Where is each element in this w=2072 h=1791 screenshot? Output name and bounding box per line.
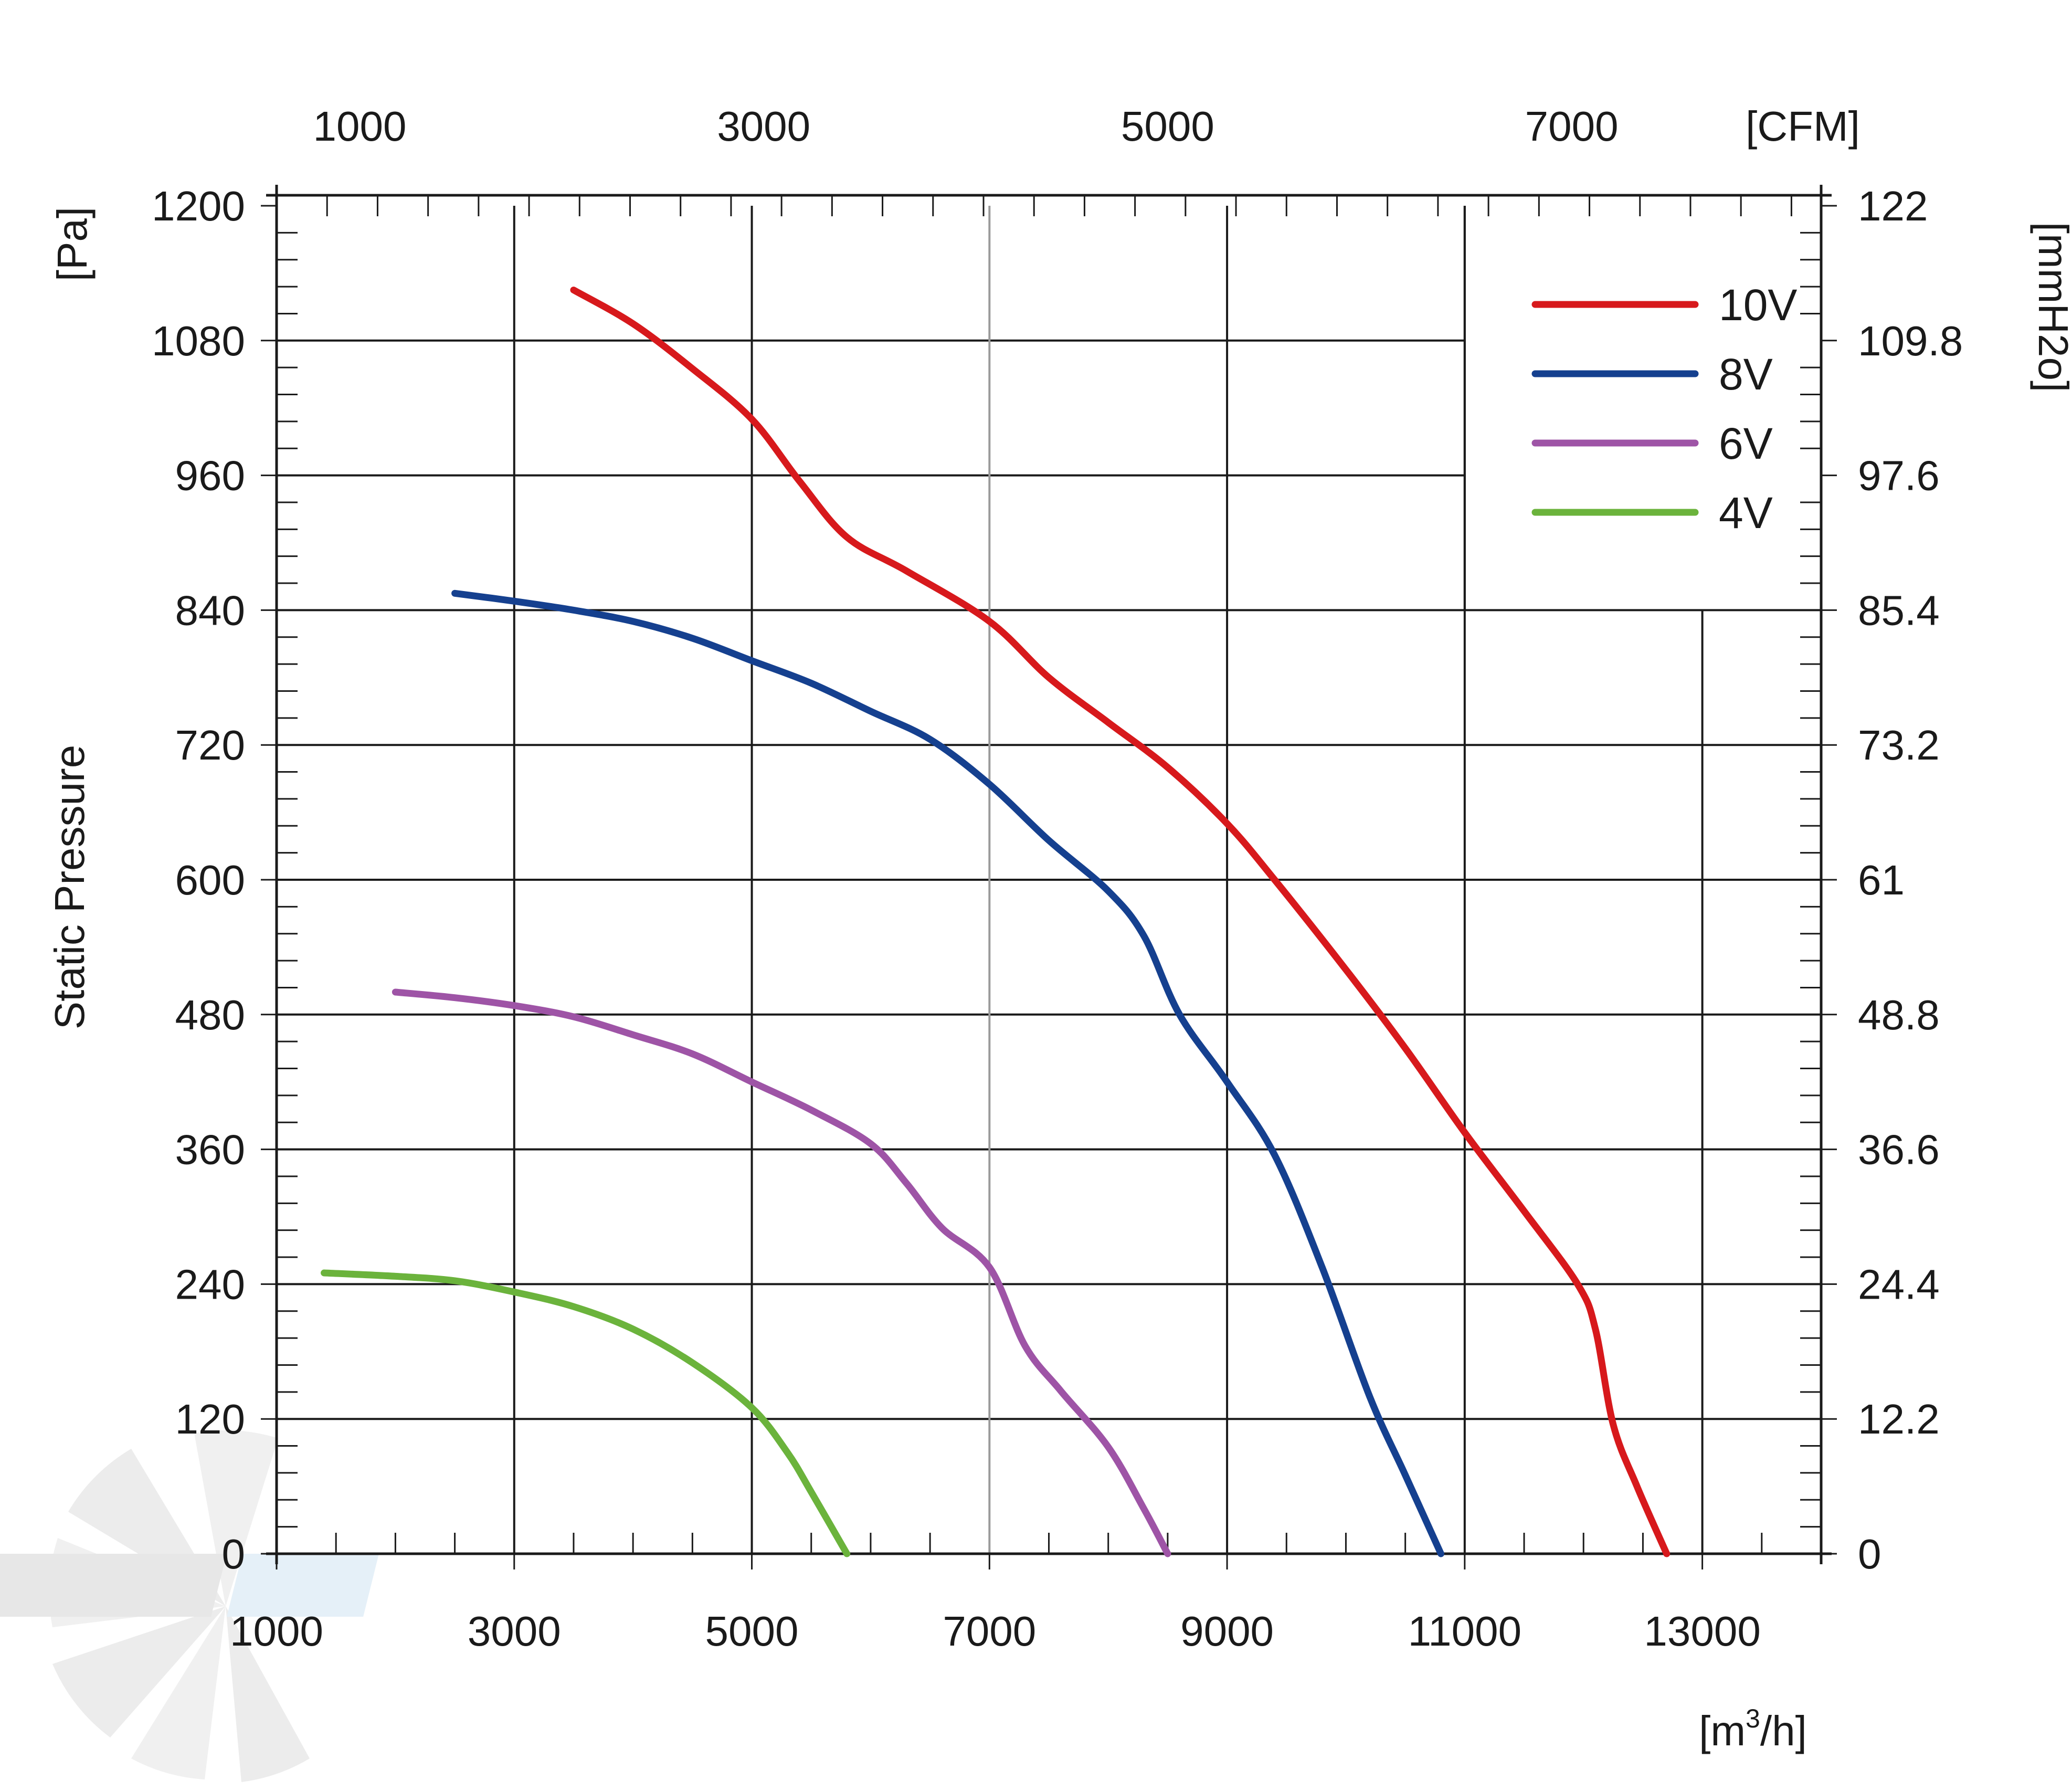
y-tick-label-left: 0 [222, 1531, 246, 1577]
y-tick-label-right: 122 [1858, 183, 1928, 229]
axis-layer [266, 185, 1832, 1564]
y-tick-label-left: 720 [175, 722, 245, 768]
x-axis-unit-bottom: [m3/h] [1699, 1704, 1807, 1754]
y-axis-title: Static Pressure [46, 745, 93, 1029]
x-tick-label-bottom: 13000 [1644, 1608, 1760, 1655]
x-tick-label-bottom: 7000 [943, 1608, 1036, 1655]
y-tick-label-right: 24.4 [1858, 1261, 1940, 1308]
legend-label-6v: 6V [1719, 419, 1773, 468]
y-tick-label-right: 85.4 [1858, 587, 1940, 634]
x-unit-suffix: /h] [1760, 1708, 1807, 1754]
legend-label-8v: 8V [1719, 350, 1773, 399]
y-tick-label-left: 240 [175, 1261, 245, 1308]
x-tick-label-top: 1000 [313, 103, 406, 150]
x-tick-label-top: 7000 [1525, 103, 1619, 150]
x-unit-superscript: 3 [1746, 1704, 1760, 1733]
x-tick-label-top: 5000 [1121, 103, 1214, 150]
watermark-logo [0, 1430, 379, 1782]
y-tick-label-right: 0 [1858, 1531, 1881, 1577]
x-tick-label-bottom: 9000 [1180, 1608, 1274, 1655]
series-layer [321, 287, 1671, 1557]
y-tick-label-left: 120 [175, 1396, 245, 1442]
y-tick-label-right: 48.8 [1858, 992, 1940, 1038]
y-tick-label-left: 960 [175, 452, 245, 499]
x-tick-label-bottom: 5000 [705, 1608, 799, 1655]
y-tick-label-right: 73.2 [1858, 722, 1940, 768]
tick-layer [261, 195, 1837, 1569]
y-tick-label-left: 840 [175, 587, 245, 634]
legend: 10V 8V 6V 4V [1531, 280, 1797, 538]
series-line-4v [321, 1269, 851, 1557]
series-line-6v [392, 988, 1171, 1557]
legend-label-4v: 4V [1719, 488, 1773, 538]
y-tick-label-left: 1080 [152, 318, 245, 364]
legend-label-10v: 10V [1719, 280, 1797, 330]
label-layer: 0 120 240 360 480 600 720 840 960 1080 1200 0 12.2 24… [152, 103, 1963, 1655]
y-tick-label-left: 360 [175, 1126, 245, 1173]
y-tick-label-left: 600 [175, 857, 245, 903]
x-tick-label-top: 3000 [717, 103, 810, 150]
y-tick-label-left: 1200 [152, 183, 245, 229]
x-tick-label-bottom: 1000 [230, 1608, 323, 1655]
series-line-8v [451, 589, 1445, 1557]
y-tick-label-left: 480 [175, 992, 245, 1038]
x-tick-label-bottom: 3000 [468, 1608, 561, 1655]
y-tick-label-right: 36.6 [1858, 1126, 1940, 1173]
x-unit-prefix: [m [1699, 1708, 1746, 1754]
y-tick-label-right: 109.8 [1858, 318, 1963, 364]
y-axis-unit-left: [Pa] [49, 207, 96, 281]
y-tick-label-right: 12.2 [1858, 1396, 1940, 1442]
y-tick-label-right: 97.6 [1858, 452, 1940, 499]
series-line-10v [570, 287, 1671, 1557]
x-axis-unit-top: [CFM] [1746, 103, 1860, 150]
grid-layer [277, 206, 1821, 1554]
y-axis-unit-right: [mmH2o] [2030, 222, 2072, 393]
x-tick-label-bottom: 11000 [1408, 1608, 1522, 1655]
y-tick-label-right: 61 [1858, 857, 1905, 903]
